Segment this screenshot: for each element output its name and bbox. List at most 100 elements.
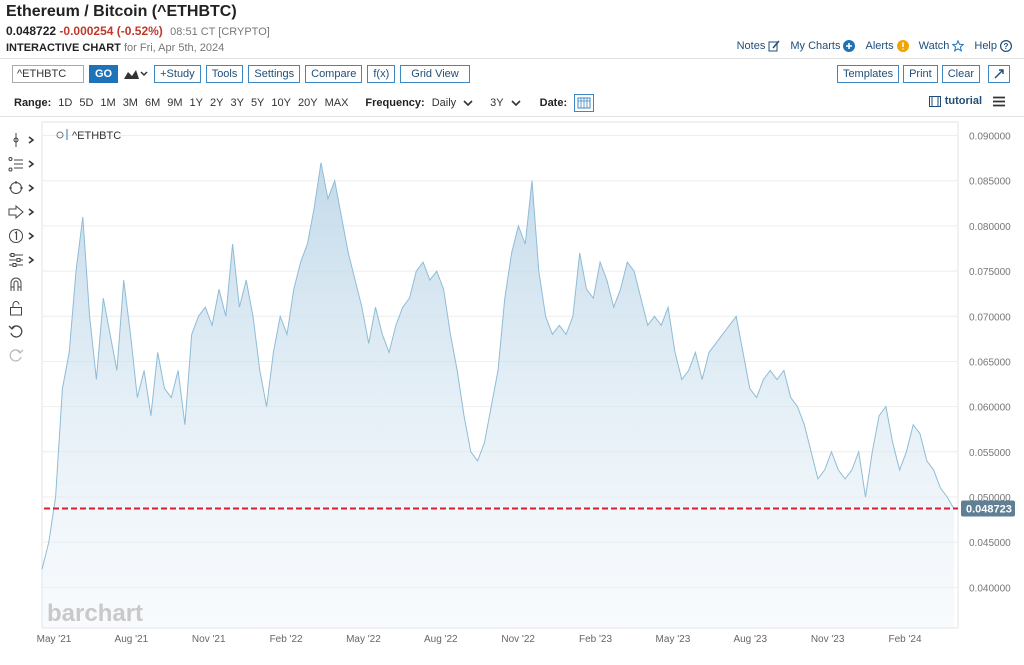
notes-link[interactable]: Notes	[737, 40, 781, 52]
x-tick-label: Aug '23	[733, 634, 767, 645]
badge-label: 0.048723	[966, 504, 1012, 516]
tool-arrow[interactable]	[8, 204, 38, 220]
last-price-badge: 0.048723	[961, 500, 1015, 517]
x-tick-label: Feb '23	[579, 634, 612, 645]
range-label: Range:	[14, 97, 52, 109]
symbol-input[interactable]: ^ETHBTC	[12, 65, 84, 83]
chevron-right-icon	[28, 184, 34, 192]
range-3m[interactable]: 3M	[122, 97, 138, 109]
series-area	[42, 162, 954, 628]
fx-button[interactable]: f(x)	[367, 65, 396, 83]
help-label: Help	[974, 40, 997, 52]
period-select[interactable]: 3Y	[490, 97, 504, 109]
study-button[interactable]: +Study	[154, 65, 201, 83]
range-1y[interactable]: 1Y	[189, 97, 203, 109]
templates-button[interactable]: Templates	[836, 65, 900, 83]
tools-button[interactable]: Tools	[205, 65, 244, 83]
clear-button[interactable]: Clear	[941, 65, 980, 83]
tutorial-link[interactable]: tutorial	[928, 95, 1006, 107]
alerts-label: Alerts	[865, 40, 894, 52]
last-price: 0.048722	[6, 24, 57, 38]
range-max[interactable]: MAX	[324, 97, 349, 109]
x-tick-label: May '22	[346, 634, 381, 645]
price-line: 0.048722 -0.000254 (-0.52%) 08:51 CT [CR…	[6, 24, 270, 38]
menu-icon[interactable]	[992, 96, 1006, 107]
y-tick-label: 0.070000	[969, 312, 1011, 323]
drawing-tools	[8, 132, 38, 364]
x-tick-label: Aug '22	[424, 634, 458, 645]
settings-button[interactable]: Settings	[248, 65, 301, 83]
range-6m[interactable]: 6M	[144, 97, 161, 109]
chevron-right-icon	[28, 160, 34, 168]
print-button[interactable]: Print	[903, 65, 938, 83]
alerts-link[interactable]: Alerts	[865, 40, 909, 52]
chevron-right-icon	[28, 232, 34, 240]
mycharts-link[interactable]: My Charts	[790, 40, 856, 52]
watch-link[interactable]: Watch	[919, 40, 965, 52]
range-1d[interactable]: 1D	[58, 97, 73, 109]
range-20y[interactable]: 20Y	[297, 97, 318, 109]
range-5y[interactable]: 5Y	[250, 97, 265, 109]
grid-view-button[interactable]: Grid View	[400, 65, 470, 83]
divider	[0, 58, 1024, 59]
quote-time: 08:51 CT [CRYPTO]	[170, 26, 270, 38]
subtitle-bold: INTERACTIVE CHART	[6, 42, 121, 54]
compare-button[interactable]: Compare	[305, 65, 363, 83]
tool-number[interactable]	[8, 228, 38, 244]
chevron-right-icon	[28, 136, 34, 144]
legend-label: ^ETHBTC	[72, 130, 121, 142]
tool-shapes[interactable]	[8, 180, 38, 196]
tool-crosshair[interactable]	[8, 132, 38, 148]
y-tick-label: 0.080000	[969, 222, 1011, 233]
range-bar: Range: 1D 5D 1M 3M 6M 9M 1Y 2Y 3Y 5Y 10Y…	[14, 94, 595, 112]
frequency-select[interactable]: Daily	[431, 97, 457, 109]
undo-icon	[8, 325, 23, 338]
series-line	[41, 162, 955, 570]
page-title: Ethereum / Bitcoin (^ETHBTC)	[6, 3, 237, 20]
numbered-circle-icon	[9, 229, 23, 243]
date-label: Date:	[539, 97, 568, 109]
calendar-icon[interactable]	[574, 94, 595, 112]
tool-measure[interactable]	[8, 252, 38, 268]
help-link[interactable]: Help ?	[974, 40, 1012, 52]
x-axis: May '21 Aug '21 Nov '21 Feb '22 May '22 Aug '…	[37, 634, 922, 645]
top-links: Notes My Charts Alerts Watch Help ?	[737, 40, 1012, 52]
range-5d[interactable]: 5D	[79, 97, 94, 109]
expand-icon	[994, 69, 1004, 79]
tool-trendline[interactable]	[8, 156, 38, 172]
range-2y[interactable]: 2Y	[210, 97, 224, 109]
redo-icon	[9, 349, 24, 362]
chart-type-icon[interactable]	[123, 67, 149, 81]
tool-undo[interactable]	[8, 324, 38, 340]
film-icon	[928, 95, 941, 107]
unlock-icon	[10, 301, 22, 316]
chevron-down-icon[interactable]	[463, 99, 473, 107]
alert-icon	[896, 40, 909, 52]
pencil-icon	[768, 40, 780, 52]
svg-text:?: ?	[1004, 42, 1009, 51]
y-tick-label: 0.050000	[969, 493, 1011, 504]
right-toolbar: Templates Print Clear	[836, 65, 1010, 83]
range-9m[interactable]: 9M	[167, 97, 183, 109]
tool-lock[interactable]	[8, 300, 38, 316]
go-button[interactable]: GO	[89, 65, 119, 83]
tool-magnet[interactable]	[8, 276, 38, 292]
mycharts-label: My Charts	[790, 40, 841, 52]
expand-button[interactable]	[988, 65, 1010, 83]
range-1m[interactable]: 1M	[100, 97, 116, 109]
chevron-down-icon[interactable]	[511, 99, 521, 107]
x-tick-label: Feb '24	[888, 634, 921, 645]
tool-redo[interactable]	[8, 348, 38, 364]
range-3y[interactable]: 3Y	[230, 97, 244, 109]
x-tick-label: Nov '21	[192, 634, 226, 645]
y-tick-label: 0.090000	[969, 132, 1011, 143]
star-icon	[952, 40, 965, 52]
trendline-icon	[8, 157, 23, 172]
y-tick-label: 0.075000	[969, 267, 1011, 278]
frequency-label: Frequency:	[365, 97, 425, 109]
range-10y[interactable]: 10Y	[271, 97, 291, 109]
x-tick-label: Nov '22	[501, 634, 535, 645]
eye-icon[interactable]	[56, 131, 64, 139]
shape-icon	[9, 181, 23, 194]
